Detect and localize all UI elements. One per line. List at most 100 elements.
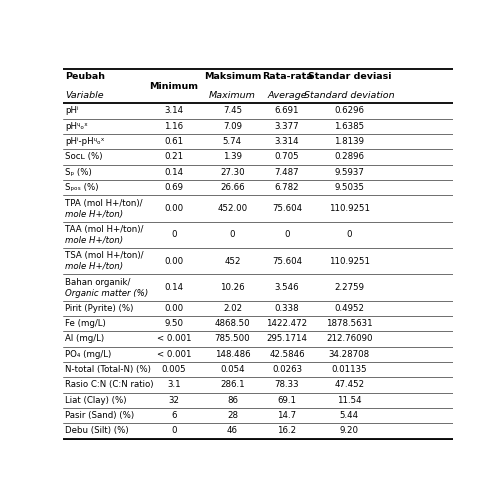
Text: 110.9251: 110.9251 [329,256,370,266]
Text: 0.69: 0.69 [164,183,184,192]
Text: 69.1: 69.1 [278,396,297,405]
Text: 1878.5631: 1878.5631 [326,319,373,328]
Text: 16.2: 16.2 [278,427,297,436]
Text: Pirit (Pyrite) (%): Pirit (Pyrite) (%) [65,304,133,313]
Text: 785.500: 785.500 [215,335,250,344]
Text: Sₚₒₛ (%): Sₚₒₛ (%) [65,183,98,192]
Text: 2.2759: 2.2759 [334,283,364,292]
Text: 86: 86 [227,396,238,405]
Text: 0.14: 0.14 [164,283,184,292]
Text: 452: 452 [224,256,241,266]
Text: 286.1: 286.1 [220,381,245,390]
Text: Organic matter (%): Organic matter (%) [65,289,148,297]
Text: Variable: Variable [65,91,104,99]
Text: 0.61: 0.61 [164,137,184,146]
Text: 5.44: 5.44 [340,411,359,420]
Text: mole H+/ton): mole H+/ton) [65,262,123,271]
Text: 148.486: 148.486 [215,350,250,359]
Text: TPA (mol H+/ton)/: TPA (mol H+/ton)/ [65,198,142,208]
Text: Rasio C:N (C:N ratio): Rasio C:N (C:N ratio) [65,381,153,390]
Text: 26.66: 26.66 [220,183,245,192]
Text: 46: 46 [227,427,238,436]
Text: 0: 0 [347,230,352,239]
Text: 0.6296: 0.6296 [334,106,364,115]
Text: 5.74: 5.74 [223,137,242,146]
Text: 0.705: 0.705 [275,152,299,161]
Text: 0.00: 0.00 [164,256,184,266]
Text: 2.02: 2.02 [223,304,242,313]
Text: 1.6385: 1.6385 [334,122,365,131]
Text: 0.0263: 0.0263 [272,365,302,374]
Text: Pasir (Sand) (%): Pasir (Sand) (%) [65,411,134,420]
Text: 0.01135: 0.01135 [331,365,367,374]
Text: 34.28708: 34.28708 [329,350,370,359]
Text: 11.54: 11.54 [337,396,362,405]
Text: 42.5846: 42.5846 [269,350,305,359]
Text: pHⁱ: pHⁱ [65,106,78,115]
Text: 0: 0 [230,230,235,239]
Text: 47.452: 47.452 [334,381,365,390]
Text: 0: 0 [171,427,177,436]
Text: Sₚ (%): Sₚ (%) [65,168,92,177]
Text: 9.20: 9.20 [340,427,359,436]
Text: TSA (mol H+/ton)/: TSA (mol H+/ton)/ [65,251,143,260]
Text: 6: 6 [171,411,177,420]
Text: 0.00: 0.00 [164,204,184,213]
Text: 4868.50: 4868.50 [215,319,250,328]
Text: 3.377: 3.377 [275,122,299,131]
Text: < 0.001: < 0.001 [157,335,191,344]
Text: 0.14: 0.14 [164,168,184,177]
Text: 3.314: 3.314 [275,137,299,146]
Text: 0.338: 0.338 [275,304,299,313]
Text: pHᶣₒˣ: pHᶣₒˣ [65,122,88,131]
Text: 9.5035: 9.5035 [334,183,364,192]
Text: Minimum: Minimum [149,82,199,91]
Text: 75.604: 75.604 [272,256,302,266]
Text: Standar deviasi: Standar deviasi [308,72,391,82]
Text: 3.1: 3.1 [167,381,181,390]
Text: 9.5937: 9.5937 [334,168,364,177]
Text: 0.005: 0.005 [161,365,186,374]
Text: 9.50: 9.50 [164,319,184,328]
Text: 32: 32 [169,396,180,405]
Text: Bahan organik/: Bahan organik/ [65,278,130,287]
Text: 6.782: 6.782 [275,183,299,192]
Text: 6.691: 6.691 [275,106,299,115]
Text: 452.00: 452.00 [217,204,247,213]
Text: pHⁱ-pHᶣₒˣ: pHⁱ-pHᶣₒˣ [65,137,104,146]
Text: 75.604: 75.604 [272,204,302,213]
Text: Liat (Clay) (%): Liat (Clay) (%) [65,396,126,405]
Text: Fe (mg/L): Fe (mg/L) [65,319,106,328]
Text: Rata-rata: Rata-rata [262,72,312,82]
Text: 1.16: 1.16 [164,122,184,131]
Text: 0.21: 0.21 [164,152,184,161]
Text: mole H+/ton): mole H+/ton) [65,210,123,219]
Text: N-total (Total-N) (%): N-total (Total-N) (%) [65,365,151,374]
Text: 1.8139: 1.8139 [334,137,364,146]
Text: PO₄ (mg/L): PO₄ (mg/L) [65,350,111,359]
Text: 28: 28 [227,411,238,420]
Text: 110.9251: 110.9251 [329,204,370,213]
Text: 10.26: 10.26 [220,283,245,292]
Text: 3.546: 3.546 [275,283,299,292]
Text: 0: 0 [284,230,290,239]
Text: 7.09: 7.09 [223,122,242,131]
Text: 7.45: 7.45 [223,106,242,115]
Text: < 0.001: < 0.001 [157,350,191,359]
Text: 78.33: 78.33 [275,381,299,390]
Text: 0.2896: 0.2896 [334,152,364,161]
Text: 0.054: 0.054 [220,365,245,374]
Text: Standard deviation: Standard deviation [304,91,395,99]
Text: 1.39: 1.39 [223,152,242,161]
Text: 3.14: 3.14 [164,106,184,115]
Text: 212.76090: 212.76090 [326,335,373,344]
Text: Maximum: Maximum [209,91,256,99]
Text: 1422.472: 1422.472 [267,319,308,328]
Text: Sᴏᴄʟ (%): Sᴏᴄʟ (%) [65,152,102,161]
Text: 14.7: 14.7 [278,411,297,420]
Text: Debu (Silt) (%): Debu (Silt) (%) [65,427,128,436]
Text: TAA (mol H+/ton)/: TAA (mol H+/ton)/ [65,225,143,234]
Text: 0: 0 [171,230,177,239]
Text: 0.00: 0.00 [164,304,184,313]
Text: Average: Average [267,91,307,99]
